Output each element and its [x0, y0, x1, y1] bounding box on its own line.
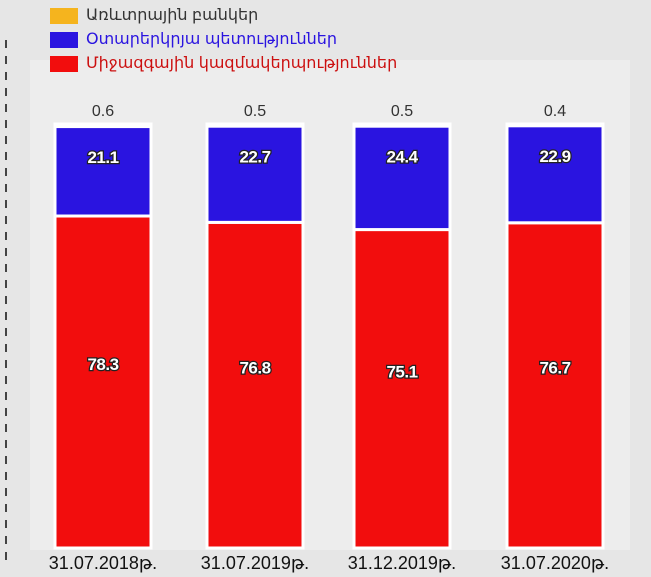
bar-segment — [352, 124, 452, 232]
legend-swatch — [50, 8, 78, 24]
data-label: 0.6 — [92, 103, 114, 120]
data-label: 0.5 — [391, 103, 413, 120]
legend-swatch — [50, 56, 78, 72]
bar-segment — [505, 122, 605, 128]
bar-segment — [505, 221, 605, 550]
bar-segment — [205, 220, 305, 550]
bar-segment — [352, 122, 452, 128]
bar-segment — [352, 228, 452, 550]
data-label: 24.4 — [386, 148, 418, 167]
data-label: 21.1 — [87, 148, 118, 167]
x-tick-label: 31.07.2018թ. — [49, 553, 157, 573]
x-tick-label: 31.07.2019թ. — [201, 553, 309, 573]
bar-segment — [505, 124, 605, 225]
x-tick-label: 31.07.2020թ. — [501, 553, 609, 573]
bar-segment — [53, 122, 153, 129]
data-label: 0.4 — [544, 103, 566, 120]
legend-swatch — [50, 32, 78, 48]
legend-label: Օտարերկրյա պետություններ — [86, 31, 337, 48]
bar-segment — [205, 122, 305, 128]
bar-segment — [205, 124, 305, 224]
data-label: 75.1 — [386, 362, 417, 381]
data-label: 0.5 — [244, 103, 266, 120]
data-label: 78.3 — [87, 355, 118, 374]
x-tick-label: 31.12.2019թ. — [348, 553, 456, 573]
bar-segment — [53, 214, 153, 550]
bar-segment — [53, 125, 153, 218]
data-label: 76.7 — [539, 359, 570, 378]
legend-label: Առևտրային բանկեր — [86, 7, 258, 24]
data-label: 22.9 — [539, 147, 570, 166]
legend-label: Միջազգային կազմակերպություններ — [86, 55, 397, 72]
data-label: 76.8 — [239, 358, 270, 377]
data-label: 22.7 — [239, 148, 270, 167]
